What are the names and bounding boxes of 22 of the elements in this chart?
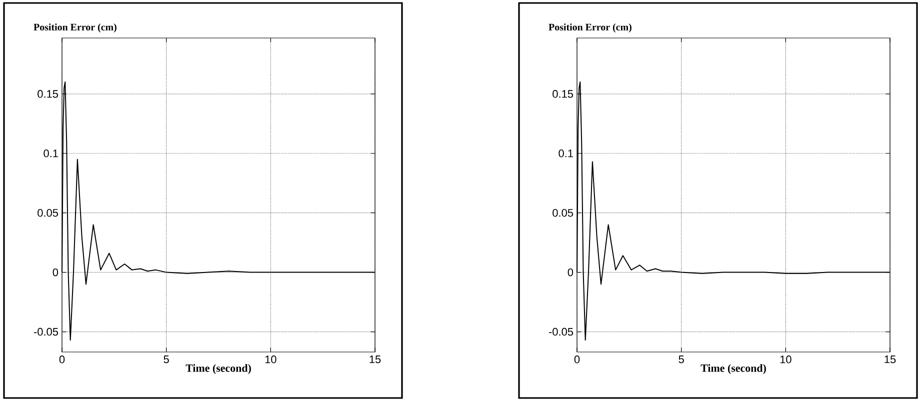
x-tick-label: 10 <box>780 356 792 364</box>
x-tick-label: 0 <box>59 356 65 364</box>
y-tick-label: 0 <box>52 268 58 276</box>
y-tick-label: 0.1 <box>44 150 58 158</box>
x-tick-label: 10 <box>265 356 276 364</box>
chart-title: Position Error (cm) <box>548 23 632 33</box>
chart-title: Position Error (cm) <box>34 23 116 33</box>
x-tick-label: 15 <box>370 356 381 364</box>
y-tick-label: 0.15 <box>552 90 574 98</box>
y-tick-label: 0.15 <box>38 90 58 98</box>
x-tick-label: 0 <box>574 356 580 364</box>
x-axis-title: Time (second) <box>700 364 766 374</box>
y-tick-label: -0.05 <box>34 328 58 336</box>
y-tick-label: 0.05 <box>552 208 574 217</box>
x-tick-label: 15 <box>884 356 896 364</box>
x-tick-label: 5 <box>678 356 684 364</box>
y-tick-label: 0.05 <box>38 208 58 217</box>
y-tick-label: 0 <box>568 268 574 276</box>
x-tick-label: 5 <box>164 356 169 364</box>
x-axis-title: Time (second) <box>186 364 251 374</box>
y-tick-label: -0.05 <box>548 328 574 336</box>
y-tick-label: 0.1 <box>558 150 573 158</box>
